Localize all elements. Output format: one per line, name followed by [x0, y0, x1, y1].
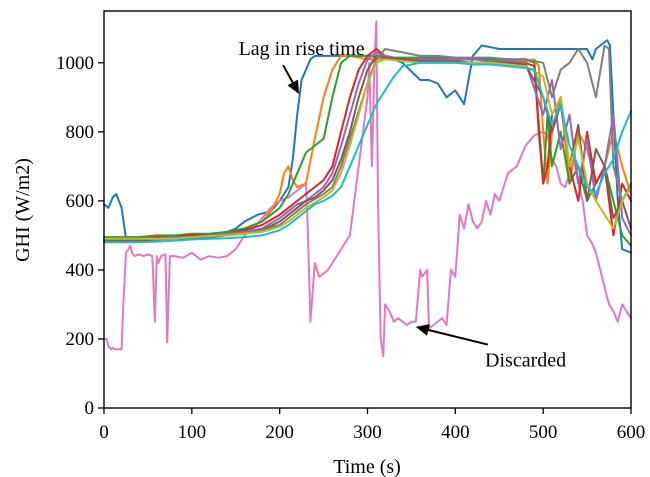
annotation-arrowhead — [287, 79, 299, 94]
annotation-arrow — [282, 64, 294, 83]
annotation-label: Discarded — [485, 350, 566, 372]
series-layer — [103, 20, 632, 358]
series-line-10 — [103, 61, 632, 244]
y-tick-label: 0 — [85, 398, 95, 419]
y-tick-label: 800 — [66, 122, 95, 143]
y-axis: 0 200 400 600 800 1000 — [56, 53, 104, 419]
x-tick-label: 0 — [99, 422, 109, 443]
x-tick-label: 500 — [529, 422, 558, 443]
y-tick-label: 200 — [66, 329, 95, 350]
annotation-arrow — [428, 329, 489, 346]
y-tick-label: 400 — [66, 260, 95, 281]
annotation-layer: Lag in rise time Discarded — [239, 38, 567, 371]
annotation-arrowhead — [415, 324, 430, 336]
annotation-label: Lag in rise time — [239, 38, 365, 60]
x-tick-label: 400 — [441, 422, 470, 443]
x-axis-label: Time (s) — [333, 456, 401, 477]
x-tick-label: 100 — [178, 422, 207, 443]
series-line-9 — [103, 58, 632, 240]
x-tick-label: 600 — [617, 422, 646, 443]
y-tick-label: 1000 — [56, 53, 94, 74]
x-tick-label: 300 — [353, 422, 382, 443]
x-tick-label: 200 — [265, 422, 294, 443]
y-tick-label: 600 — [66, 191, 95, 212]
y-axis-label: GHI (W/m2) — [12, 158, 34, 262]
x-axis: 0 100 200 300 400 500 600 — [99, 408, 645, 443]
